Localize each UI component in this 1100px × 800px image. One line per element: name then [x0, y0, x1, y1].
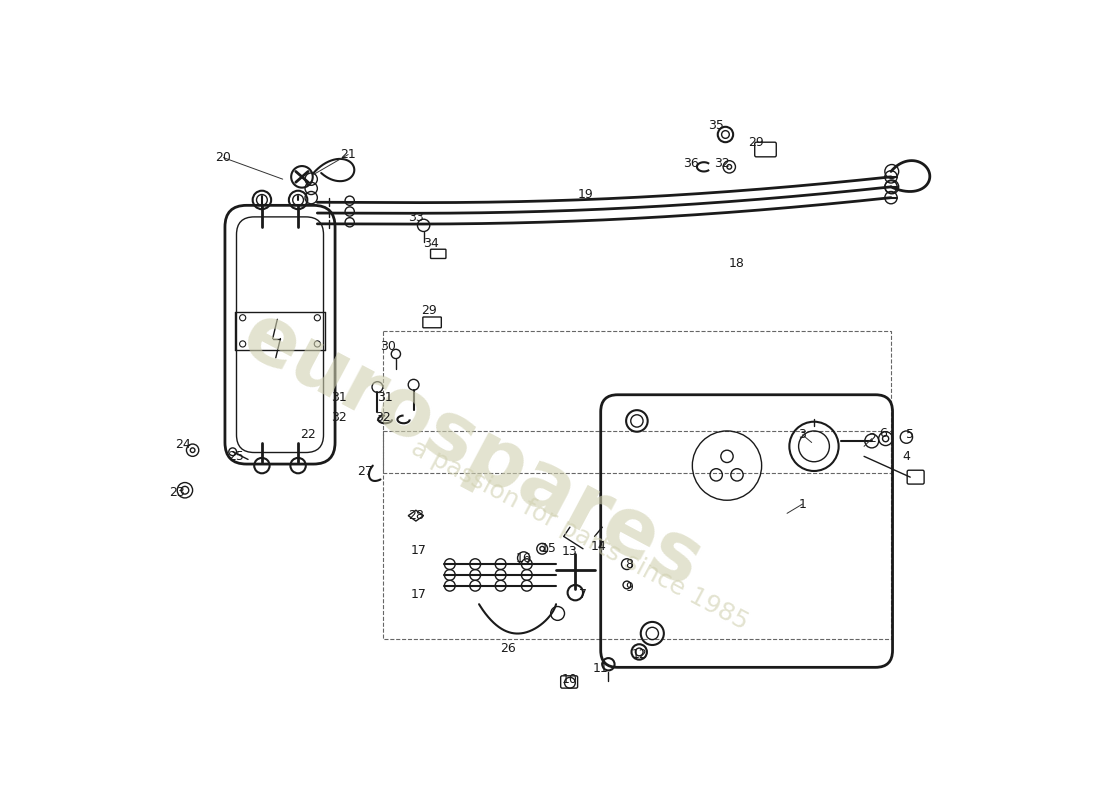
Text: a passion for parts since 1985: a passion for parts since 1985: [407, 435, 751, 634]
Text: eurospares: eurospares: [228, 296, 715, 604]
Text: 26: 26: [500, 642, 516, 655]
Text: 17: 17: [411, 544, 427, 557]
Text: 32: 32: [331, 411, 346, 424]
Text: 21: 21: [340, 148, 356, 161]
Text: 13: 13: [562, 546, 578, 558]
Text: 34: 34: [424, 238, 439, 250]
Text: 7: 7: [579, 589, 587, 602]
Text: 30: 30: [381, 340, 396, 353]
Text: 16: 16: [516, 551, 531, 565]
Text: 31: 31: [377, 391, 393, 404]
Text: 11: 11: [593, 662, 608, 674]
Text: 35: 35: [708, 118, 724, 132]
Text: 32: 32: [375, 411, 390, 424]
Text: 33: 33: [408, 211, 424, 224]
Text: 24: 24: [175, 438, 190, 450]
Text: 31: 31: [331, 391, 346, 404]
Text: 3: 3: [799, 428, 806, 442]
Text: 36: 36: [683, 158, 698, 170]
Text: 32: 32: [714, 158, 729, 170]
Text: 29: 29: [748, 136, 764, 149]
Text: 28: 28: [408, 509, 424, 522]
Text: 29: 29: [421, 303, 437, 317]
Text: 15: 15: [540, 542, 557, 555]
Text: 6: 6: [879, 426, 888, 440]
Bar: [383, 431, 891, 639]
Text: 10: 10: [562, 673, 578, 686]
Text: 25: 25: [229, 450, 244, 463]
Text: 9: 9: [625, 581, 634, 594]
Text: 8: 8: [625, 558, 634, 570]
Text: 17: 17: [411, 589, 427, 602]
Text: 2: 2: [868, 432, 876, 445]
Text: 18: 18: [729, 258, 745, 270]
Text: 5: 5: [906, 428, 914, 442]
Bar: [383, 331, 891, 474]
Text: 12: 12: [631, 648, 647, 661]
Text: 1: 1: [799, 498, 806, 510]
Text: 19: 19: [578, 188, 593, 201]
Text: 4: 4: [902, 450, 911, 463]
Text: 20: 20: [216, 151, 231, 164]
Text: 22: 22: [300, 428, 316, 442]
Text: 14: 14: [591, 540, 606, 553]
Text: 23: 23: [169, 486, 185, 499]
Text: 27: 27: [358, 466, 373, 478]
